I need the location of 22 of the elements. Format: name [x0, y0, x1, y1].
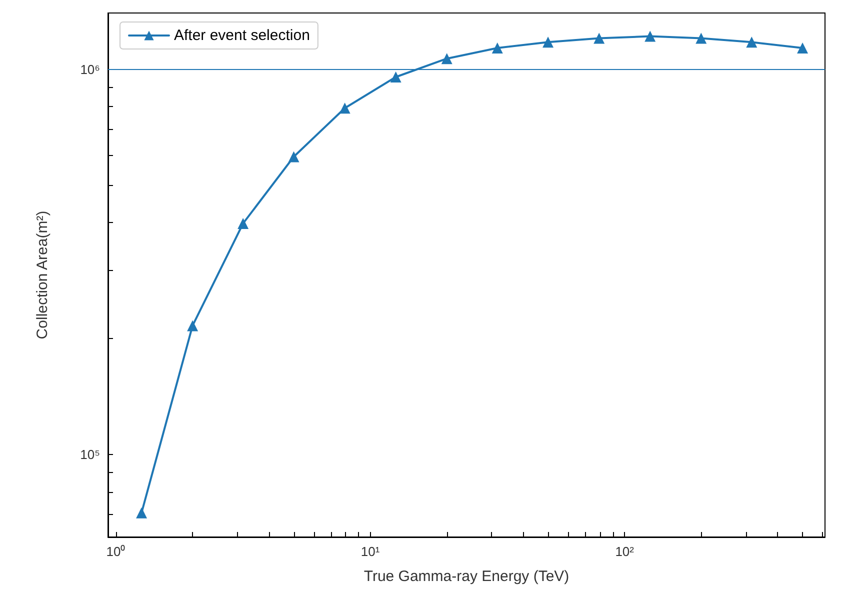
point: [644, 30, 656, 42]
point: [746, 36, 758, 48]
x-tick-label: 10¹: [360, 544, 380, 559]
y-tick-label: 10⁶: [80, 62, 100, 77]
point: [594, 32, 605, 44]
y-tick-label: 10⁵: [80, 447, 100, 462]
point: [390, 72, 402, 83]
point: [797, 42, 808, 54]
x-tick-label: 10⁰: [106, 544, 126, 559]
point: [238, 218, 249, 229]
point: [542, 36, 554, 48]
point: [441, 53, 452, 64]
point: [696, 32, 707, 44]
point: [187, 320, 198, 332]
point: [492, 42, 503, 54]
point: [288, 151, 300, 162]
x-tick-label: 10²: [615, 544, 635, 559]
point: [136, 507, 148, 518]
x-axis-title: True Gamma-ray Energy (TeV): [364, 568, 570, 585]
legend-label: After event selection: [174, 27, 310, 44]
y-axis-title: Collection Area(m²): [34, 210, 51, 340]
point: [339, 102, 350, 114]
